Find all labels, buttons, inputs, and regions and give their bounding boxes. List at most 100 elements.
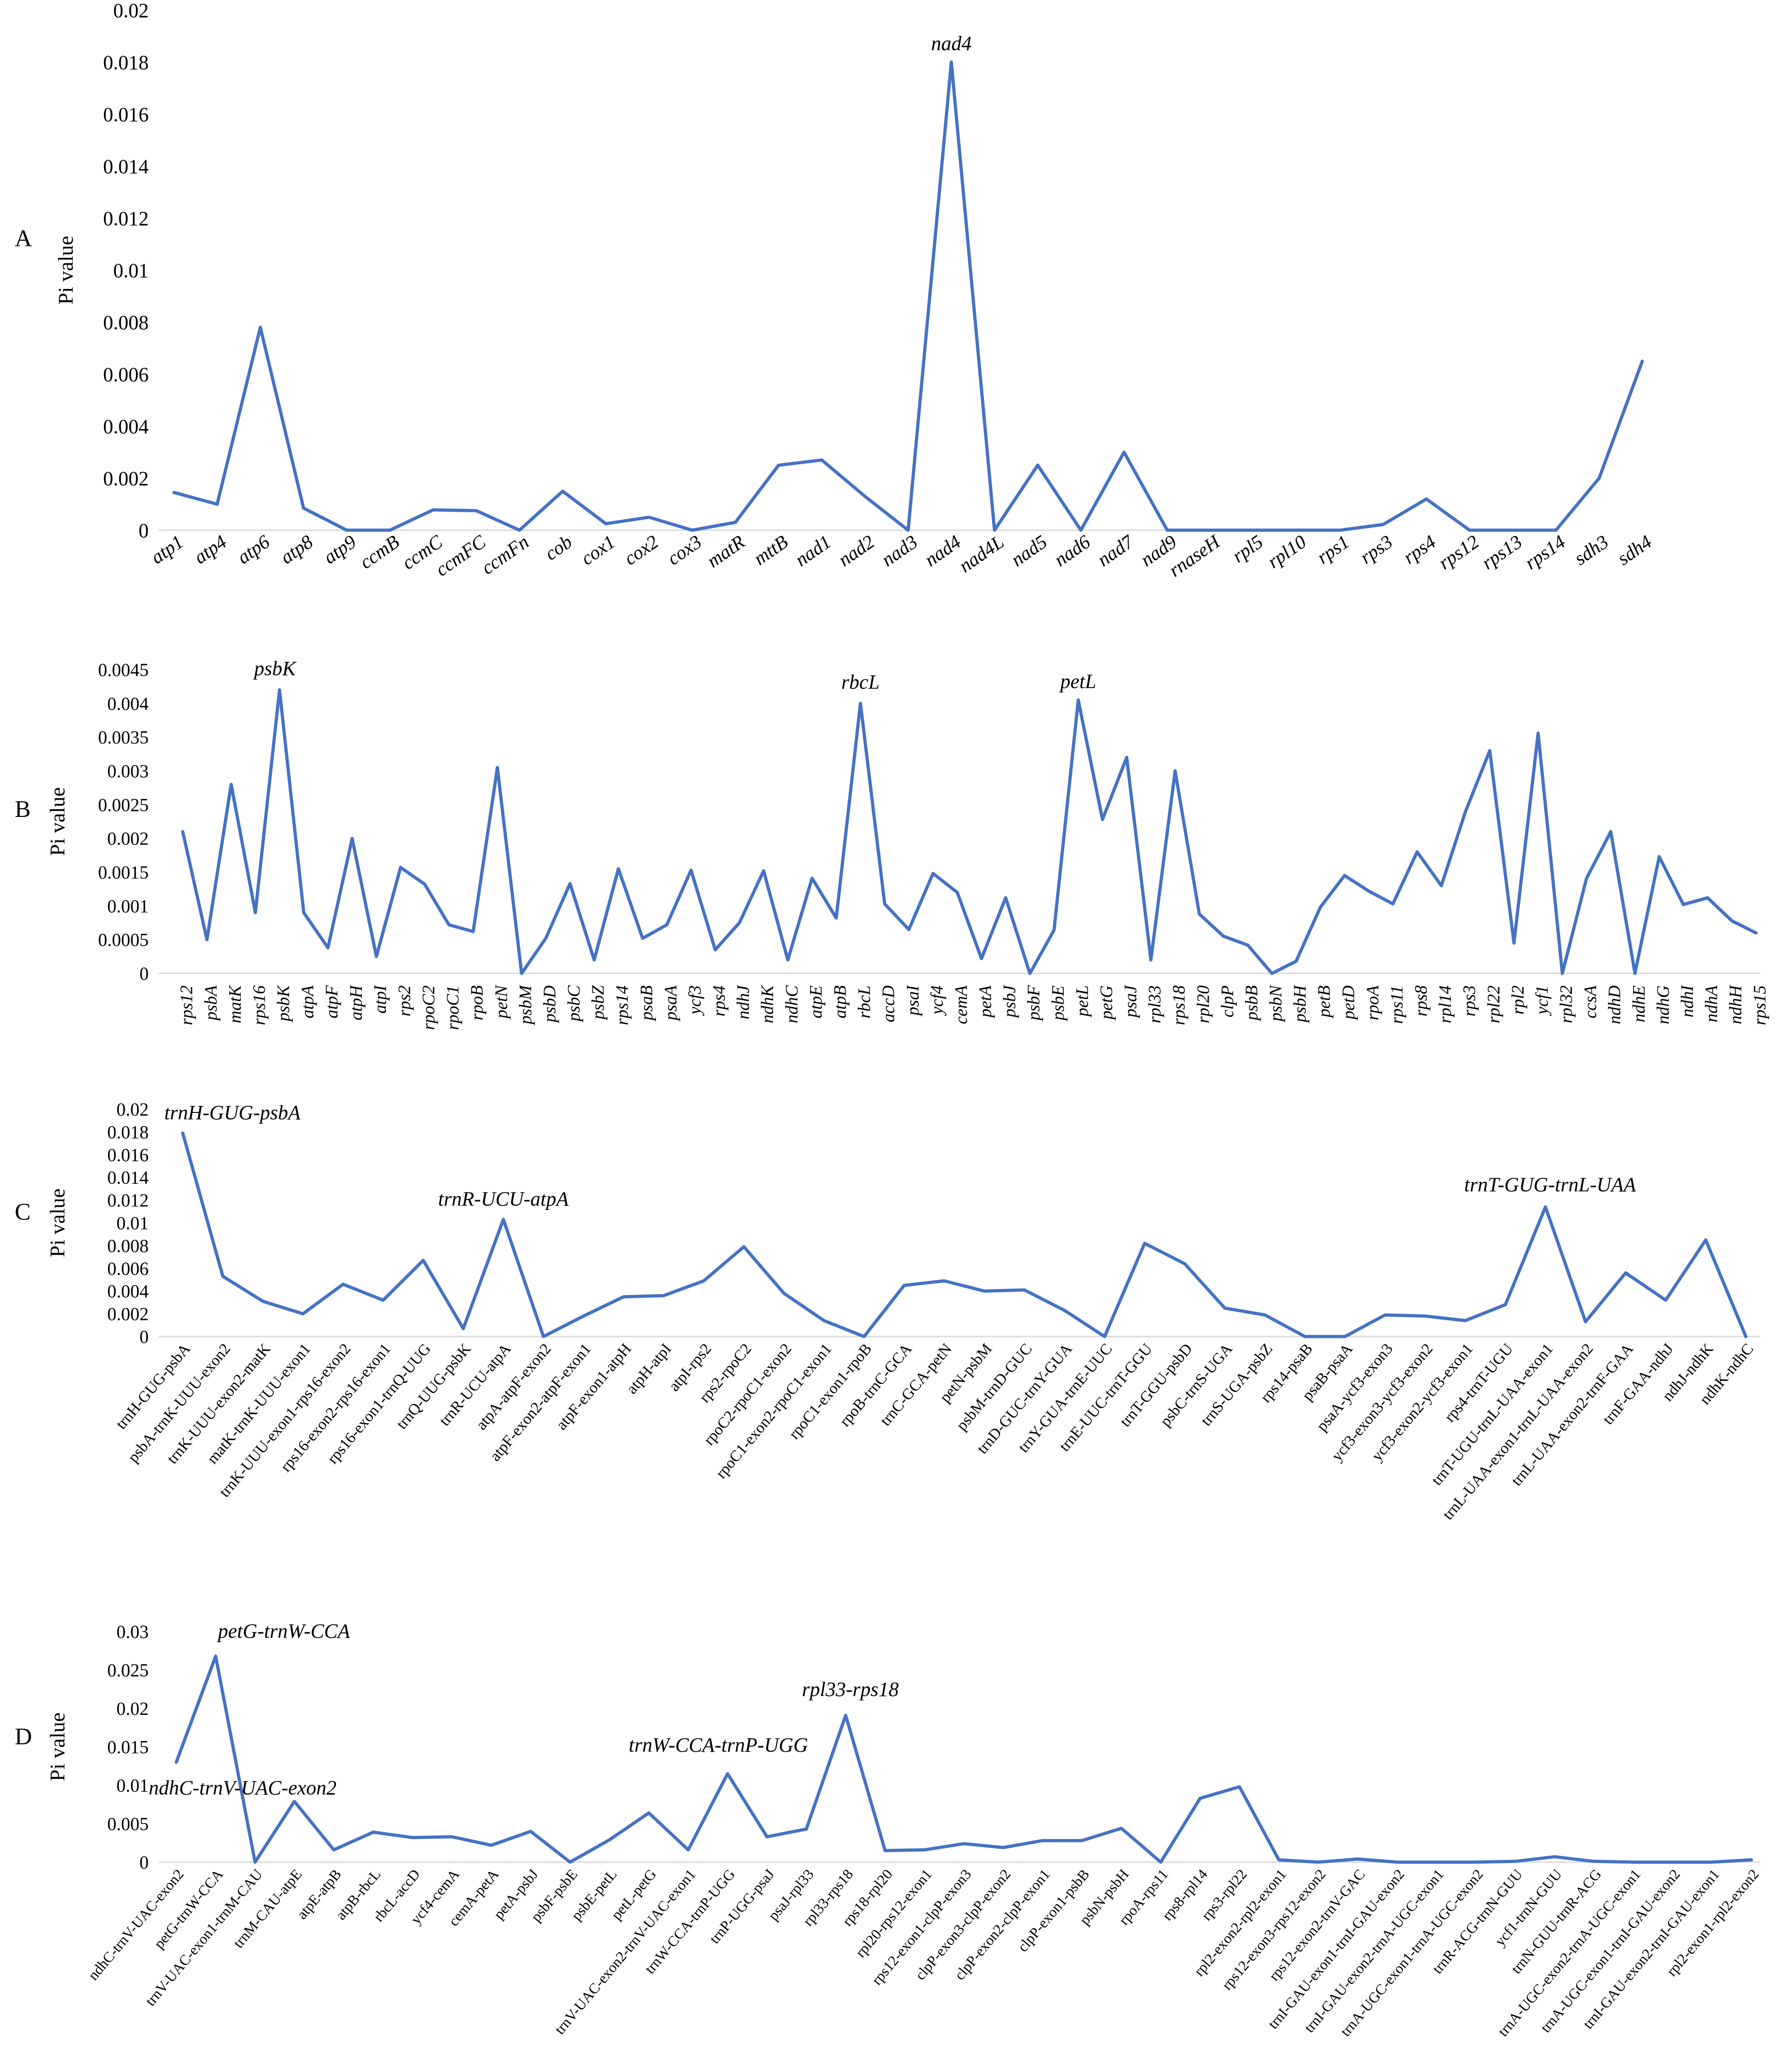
data-point: [943, 1279, 945, 1282]
peak-annotation: petG-trnW-CCA: [217, 1620, 351, 1642]
data-point: [1584, 1320, 1587, 1323]
data-point: [1063, 1309, 1066, 1312]
data-point: [447, 923, 450, 926]
data-point: [1554, 529, 1557, 532]
data-point: [502, 1218, 505, 1221]
data-point: [1641, 360, 1644, 363]
x-tick-label: petG: [1097, 985, 1116, 1021]
data-point: [1384, 1314, 1386, 1316]
data-point: [1609, 830, 1612, 833]
data-point: [863, 495, 866, 498]
x-tick-label: rps16: [249, 985, 269, 1025]
data-point: [475, 509, 478, 512]
y-tick-label: 0.0005: [98, 930, 149, 950]
data-point: [1263, 1314, 1266, 1316]
data-point: [1295, 529, 1298, 532]
data-point: [206, 938, 209, 941]
data-point: [666, 923, 668, 926]
x-tick-label: ndhC: [782, 985, 801, 1023]
data-point: [820, 458, 823, 461]
y-axis-title: Pi value: [54, 236, 77, 304]
data-point: [1706, 897, 1709, 899]
peak-annotation: trnR-UCU-atpA: [438, 1188, 569, 1210]
x-tick-label: ndhA: [1702, 985, 1721, 1022]
y-tick-label: 0.03: [116, 1621, 149, 1642]
y-tick-label: 0.002: [107, 1304, 149, 1325]
x-tick-label: psbA: [201, 985, 220, 1022]
data-point: [1041, 1839, 1044, 1842]
data-point: [1634, 972, 1636, 975]
data-point: [1440, 884, 1443, 887]
data-point: [342, 1283, 344, 1285]
x-tick-label: atpF: [322, 985, 342, 1019]
x-tick-label: trnF-GAA-ndhJ: [1599, 1340, 1677, 1428]
panel-label: D: [15, 1724, 32, 1750]
data-point: [956, 891, 959, 894]
data-point: [993, 529, 996, 532]
x-tick-label: ccsA: [1581, 985, 1600, 1019]
data-point: [1238, 1785, 1241, 1788]
x-tick-label: rnaseH: [1165, 531, 1225, 581]
series-line: [172, 60, 1644, 532]
y-tick-label: 0.0045: [98, 660, 149, 680]
y-tick-label: 0.012: [103, 207, 149, 230]
x-tick-label: rpl20: [1194, 985, 1213, 1023]
y-tick-label: 0.002: [103, 467, 149, 490]
x-tick-label: petA: [976, 985, 995, 1019]
y-tick-label: 0.0015: [98, 862, 149, 883]
data-point: [1103, 1335, 1106, 1338]
data-point: [1079, 529, 1082, 532]
data-point: [542, 1335, 545, 1338]
data-point: [1710, 1861, 1713, 1864]
y-axis-title: Pi value: [46, 787, 69, 856]
x-tick-label: petG-trnW-CCA: [151, 1866, 226, 1952]
data-point: [908, 928, 910, 931]
data-point: [1183, 1262, 1186, 1265]
data-point: [648, 1812, 650, 1814]
x-tick-label: rpoB-trnC-GCA: [836, 1340, 916, 1430]
panel-label: A: [15, 226, 32, 252]
data-point: [1004, 897, 1007, 899]
data-point: [648, 516, 650, 519]
y-tick-label: 0: [139, 1852, 149, 1873]
data-point: [1317, 1861, 1320, 1864]
x-tick-label: cob: [541, 531, 576, 564]
y-tick-label: 0: [139, 1326, 149, 1347]
data-point: [835, 917, 838, 920]
data-point: [777, 464, 780, 467]
x-tick-label: rps12: [177, 985, 197, 1025]
data-point: [691, 529, 694, 532]
x-tick-label: nad4L: [956, 531, 1008, 577]
y-tick-label: 0.018: [107, 1122, 149, 1142]
x-tick-label: rpoA: [1363, 985, 1382, 1020]
data-point: [1343, 874, 1346, 877]
data-point: [726, 1772, 729, 1775]
x-tick-label: rpl14: [1436, 985, 1455, 1023]
y-tick-label: 0.01: [116, 1213, 149, 1233]
data-point: [1002, 1846, 1005, 1849]
x-tick-label: rps4: [710, 985, 729, 1017]
peak-annotation: psbK: [253, 657, 297, 680]
data-point: [301, 1313, 304, 1315]
data-point: [175, 1761, 178, 1764]
data-point: [1101, 818, 1104, 821]
x-tick-label: petN: [492, 984, 511, 1019]
data-point: [962, 1842, 965, 1845]
x-tick-label: psbH: [1291, 984, 1310, 1024]
peak-annotation: rpl33-rps18: [802, 1678, 898, 1701]
data-point: [844, 1714, 847, 1717]
data-point: [432, 509, 435, 511]
x-tick-label: rpl10: [1264, 531, 1310, 573]
x-tick-label: rpl32: [1557, 985, 1576, 1023]
data-point: [1598, 477, 1600, 480]
x-tick-label: atp1: [147, 531, 188, 568]
x-tick-label: accD: [879, 985, 898, 1022]
panel-label: C: [15, 1199, 31, 1225]
y-tick-label: 0.004: [107, 1281, 149, 1302]
data-point: [181, 1132, 184, 1134]
y-tick-label: 0: [139, 963, 149, 984]
series-line: [174, 1654, 1753, 1864]
x-tick-label: atpF-exon1-atpH: [553, 1340, 635, 1433]
x-tick-label: atp8: [277, 531, 317, 568]
x-tick-label: rpl22: [1484, 985, 1503, 1023]
